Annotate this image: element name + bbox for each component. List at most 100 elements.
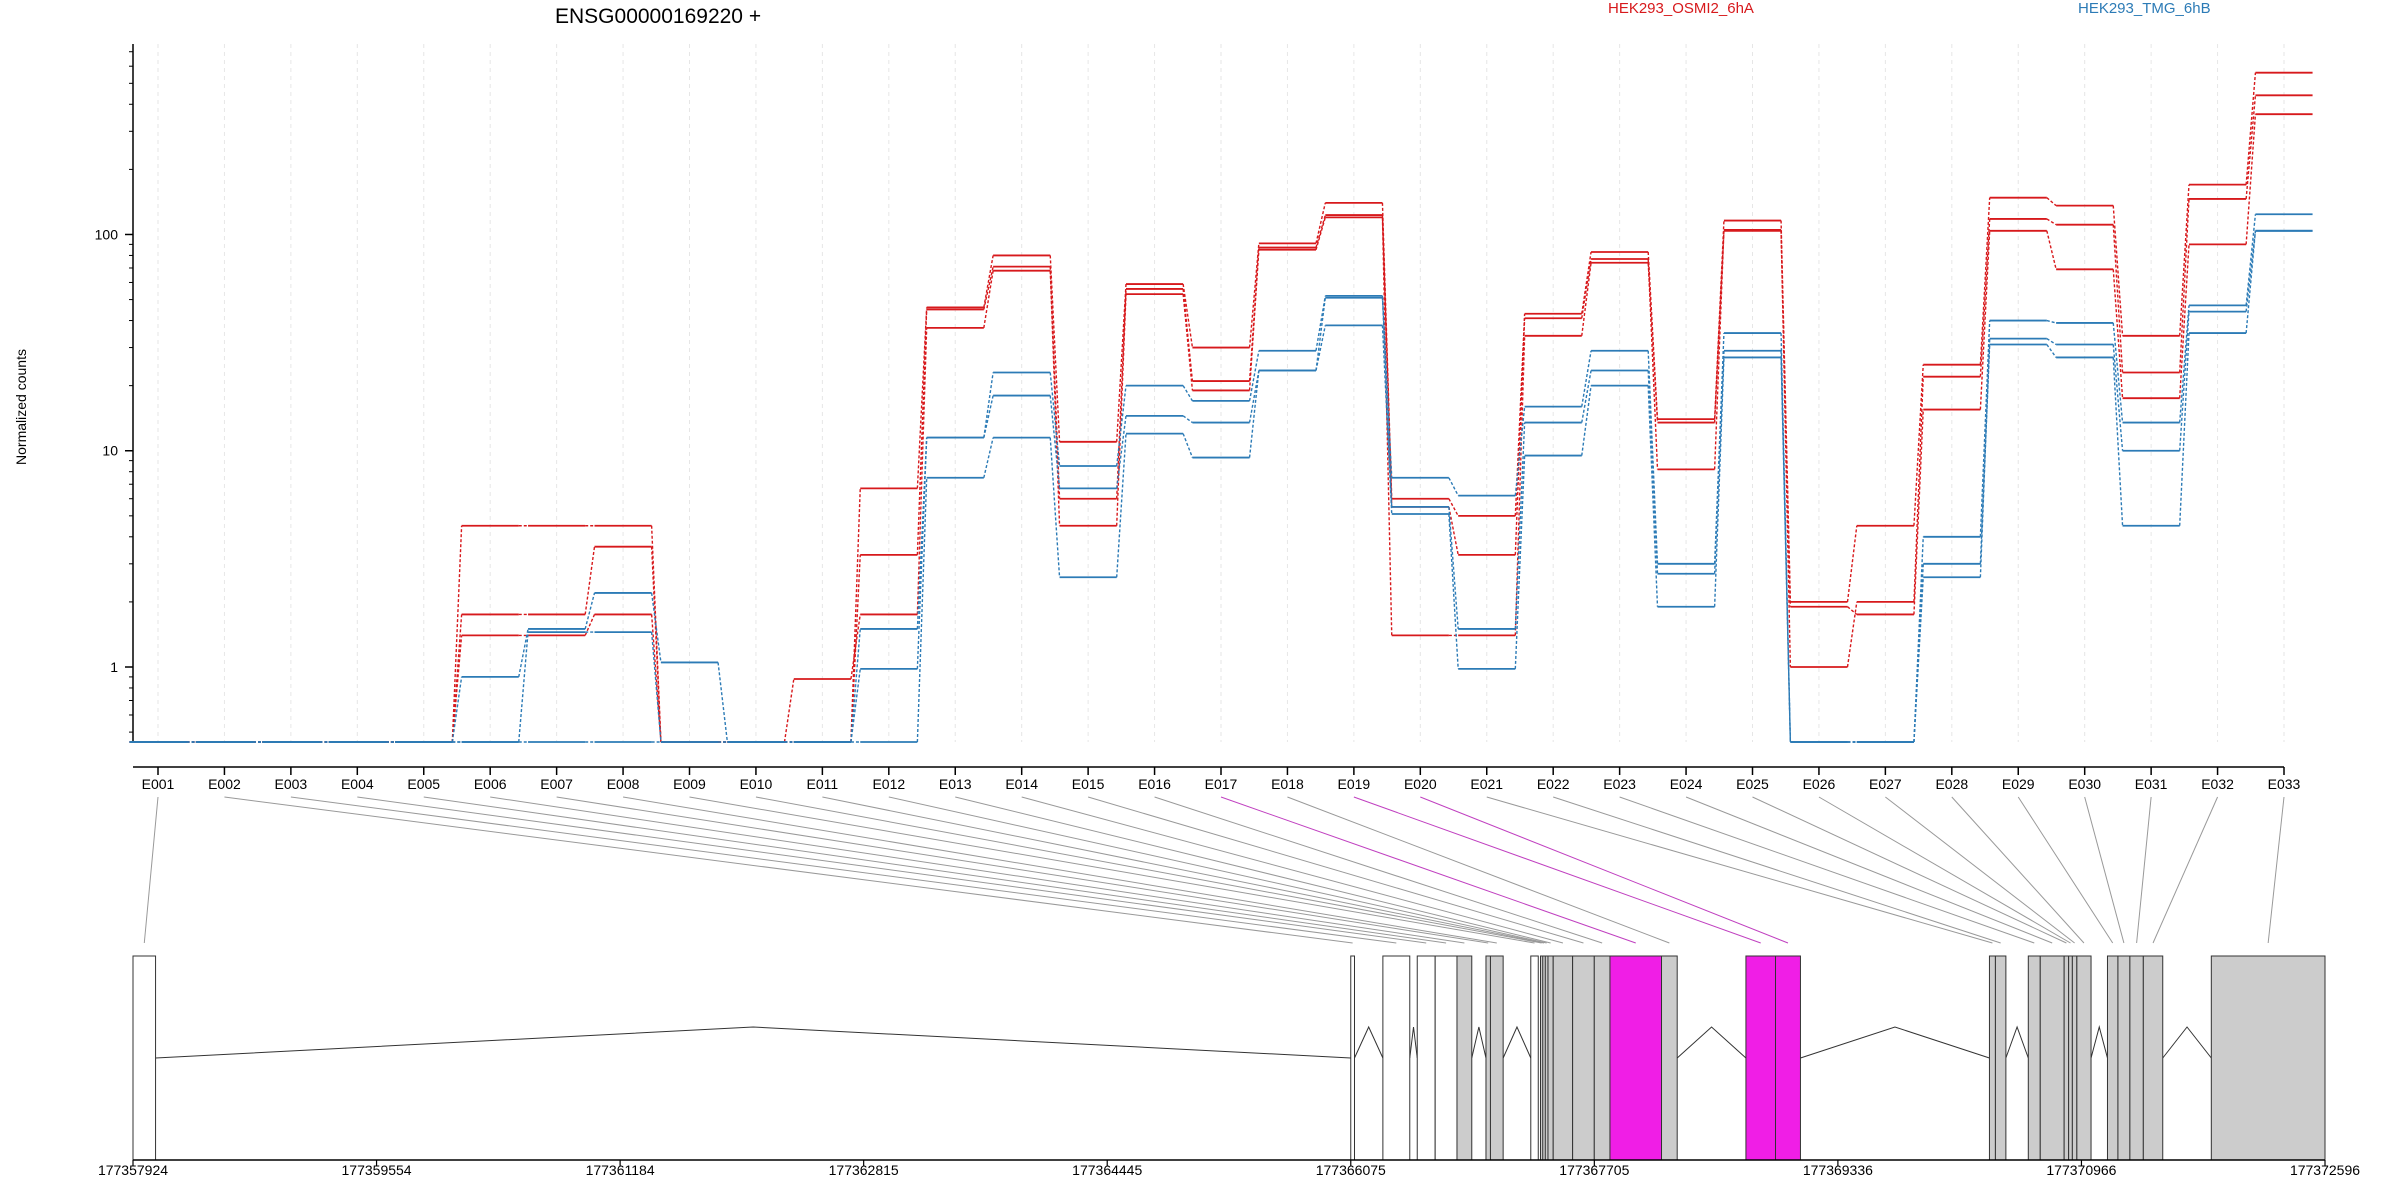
- exon-box-e030: [2117, 955, 2131, 1161]
- series-connector: [1315, 297, 1327, 371]
- exon-box-e029: [2106, 955, 2119, 1161]
- series-connector: [1647, 370, 1659, 574]
- x-tick-label-e003: E003: [275, 776, 308, 792]
- series-connector: [2178, 198, 2190, 373]
- x-tick-label-e017: E017: [1205, 776, 1238, 792]
- exon-box-e024: [2039, 955, 2065, 1161]
- coord-label: 177359554: [342, 1162, 412, 1178]
- exon-connector: [888, 796, 1547, 944]
- exon-connector: [1220, 796, 1636, 944]
- exon-box-e004: [1416, 955, 1436, 1161]
- series-connector: [1647, 385, 1659, 607]
- intron: [2005, 1025, 2029, 1059]
- series-connector: [850, 488, 861, 743]
- exon-connector: [1021, 796, 1564, 944]
- series-connector: [1979, 320, 1991, 537]
- exon-box-e032: [2142, 955, 2164, 1161]
- series-connector: [650, 546, 662, 743]
- x-tick-label-e016: E016: [1138, 776, 1171, 792]
- series-connector: [1581, 251, 1592, 314]
- exon-connector: [1752, 796, 2067, 944]
- series-connector: [1448, 477, 1459, 496]
- series-connector: [1913, 409, 1924, 615]
- series-connector: [850, 554, 861, 743]
- intron: [2162, 1026, 2212, 1059]
- intron-lines: [155, 1025, 2212, 1059]
- exon-connector: [1553, 796, 2001, 944]
- exon-connectors: [143, 796, 2285, 944]
- series-connector: [1713, 350, 1725, 574]
- exon-connector: [224, 796, 1353, 944]
- y-tick-label: 10: [102, 443, 118, 459]
- series-connector: [1913, 536, 1924, 743]
- exon-connector: [1486, 796, 1993, 944]
- exon-box-e015: [1572, 955, 1595, 1161]
- series-connector: [783, 678, 795, 743]
- x-tick-label-e030: E030: [2068, 776, 2101, 792]
- series-connector: [983, 395, 994, 438]
- exon-box-e017: [1609, 955, 1663, 1161]
- series-connector: [983, 437, 994, 478]
- exon-connector: [1420, 796, 1789, 944]
- series-connector: [1448, 506, 1459, 556]
- series-connector: [2046, 319, 2057, 324]
- series-connector: [2112, 269, 2124, 399]
- series-connector: [451, 614, 463, 743]
- exon-box-e001: [132, 955, 157, 1161]
- coord-label: 177372596: [2290, 1162, 2360, 1178]
- exon-connector: [423, 796, 1447, 944]
- exon-connector: [1087, 796, 1584, 944]
- exon-box-e013: [1547, 955, 1554, 1161]
- series-connector: [983, 372, 994, 438]
- series-connector: [1182, 385, 1194, 402]
- series-connector: [1647, 262, 1659, 423]
- exon-box-e005: [1434, 955, 1458, 1161]
- series-connector: [916, 477, 928, 743]
- series-connector: [1182, 433, 1194, 458]
- coord-label: 177366075: [1316, 1162, 1386, 1178]
- x-tick-label-e005: E005: [407, 776, 440, 792]
- series-connector: [1847, 606, 1858, 615]
- x-tick-label-e018: E018: [1271, 776, 1304, 792]
- series-connector: [1448, 506, 1459, 629]
- series-connector: [1049, 395, 1061, 489]
- exon-box-e002: [1350, 955, 1355, 1161]
- exon-connector: [2136, 796, 2152, 944]
- x-tick-label-e001: E001: [142, 776, 175, 792]
- exon-box-e026: [2068, 955, 2073, 1161]
- exon-connector: [357, 796, 1427, 944]
- series-connector: [1182, 415, 1193, 424]
- series-connector: [1780, 350, 1792, 743]
- series-connector: [1713, 230, 1725, 423]
- exon-box-e014: [1552, 955, 1574, 1161]
- series-connector: [2178, 244, 2190, 399]
- x-tick-label-e025: E025: [1736, 776, 1769, 792]
- x-tick-label-e020: E020: [1404, 776, 1437, 792]
- series-connector: [983, 270, 994, 328]
- exon-box-e033: [2210, 955, 2326, 1161]
- series-lines: [129, 71, 2313, 743]
- x-tick-label-e026: E026: [1803, 776, 1836, 792]
- exon-connector: [755, 796, 1542, 944]
- coord-label: 177361184: [586, 1162, 655, 1178]
- series-connector: [1248, 370, 1260, 423]
- x-tick-label-e029: E029: [2002, 776, 2035, 792]
- exon-connector: [2152, 796, 2219, 944]
- intron: [155, 1026, 1351, 1059]
- series-connector: [1049, 372, 1061, 467]
- intron: [1409, 1026, 1418, 1059]
- series-connector: [2178, 333, 2190, 526]
- chart-title: ENSG00000169220 +: [555, 5, 761, 28]
- exon-box-e008: [1489, 955, 1504, 1161]
- coord-label: 177367705: [1559, 1162, 1629, 1178]
- series-connector: [2046, 218, 2057, 226]
- exon-connector: [2084, 796, 2125, 944]
- series-connector: [584, 592, 596, 630]
- series-connector: [2245, 214, 2257, 306]
- series-connector: [2245, 95, 2257, 200]
- series-connector: [2046, 338, 2057, 346]
- intron: [1471, 1026, 1487, 1059]
- exon-box-e019: [1745, 955, 1777, 1161]
- exon-box-e022: [1994, 955, 2007, 1161]
- y-tick-label: 100: [95, 226, 119, 242]
